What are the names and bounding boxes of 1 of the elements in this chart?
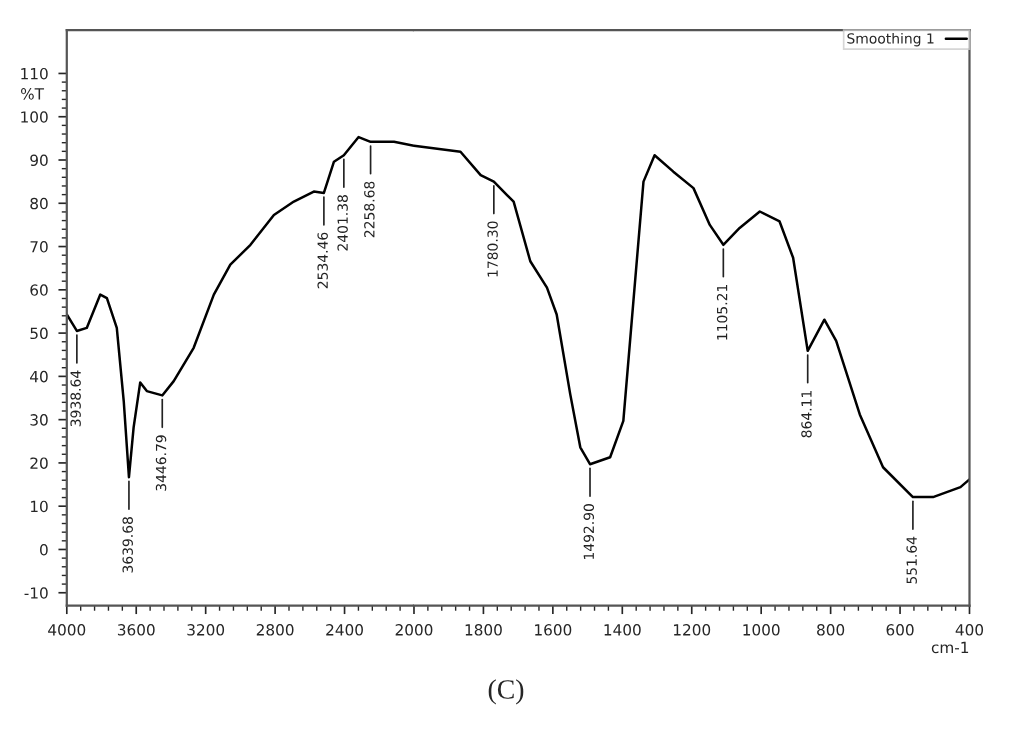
text: (C) (488, 679, 524, 705)
